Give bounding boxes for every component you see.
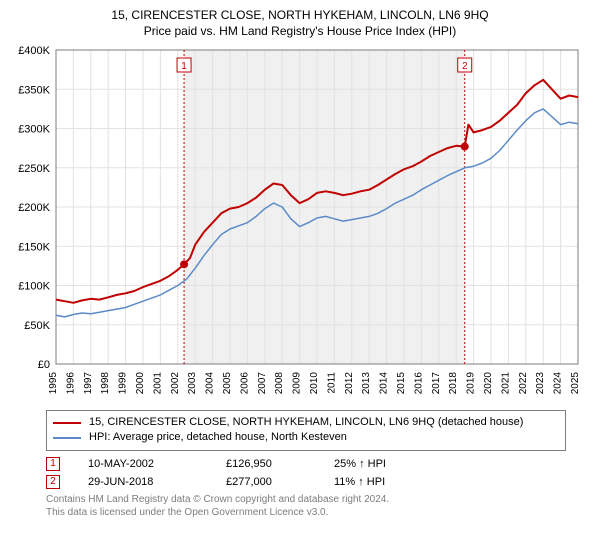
transaction-marker: 2 — [46, 475, 60, 489]
svg-text:£150K: £150K — [18, 241, 50, 253]
svg-text:£200K: £200K — [18, 202, 50, 214]
legend-item: HPI: Average price, detached house, Nort… — [53, 430, 559, 445]
svg-text:2024: 2024 — [553, 372, 564, 395]
svg-text:2020: 2020 — [483, 372, 494, 395]
svg-text:2008: 2008 — [274, 372, 285, 395]
svg-text:2013: 2013 — [361, 372, 372, 395]
svg-text:2009: 2009 — [292, 372, 303, 395]
svg-text:2022: 2022 — [518, 372, 529, 395]
transaction-date: 10-MAY-2002 — [88, 458, 198, 470]
line-chart-svg: £0 £50K £100K £150K £200K £250K £300K £350K £400… — [12, 44, 588, 404]
svg-text:£400K: £400K — [18, 45, 50, 57]
chart-title: 15, CIRENCESTER CLOSE, NORTH HYKEHAM, LI… — [12, 8, 588, 22]
svg-text:2007: 2007 — [257, 372, 268, 395]
svg-text:2025: 2025 — [570, 372, 581, 395]
svg-text:£300K: £300K — [18, 124, 50, 136]
svg-text:2019: 2019 — [466, 372, 477, 395]
legend-swatch — [53, 437, 81, 439]
legend-item: 15, CIRENCESTER CLOSE, NORTH HYKEHAM, LI… — [53, 415, 559, 430]
transaction-marker: 1 — [46, 457, 60, 471]
transaction-pct: 11% ↑ HPI — [334, 476, 434, 488]
chart-subtitle: Price paid vs. HM Land Registry's House … — [12, 24, 588, 38]
svg-text:2023: 2023 — [535, 372, 546, 395]
svg-text:2: 2 — [462, 61, 468, 72]
transaction-row: 2 29-JUN-2018 £277,000 11% ↑ HPI — [46, 475, 588, 489]
svg-text:£250K: £250K — [18, 163, 50, 175]
svg-text:2015: 2015 — [396, 372, 407, 395]
svg-text:2001: 2001 — [152, 372, 163, 395]
footnote-line-1: Contains HM Land Registry data © Crown c… — [46, 493, 588, 506]
transaction-price: £277,000 — [226, 476, 306, 488]
svg-text:2006: 2006 — [239, 372, 250, 395]
legend-label: 15, CIRENCESTER CLOSE, NORTH HYKEHAM, LI… — [89, 415, 523, 430]
svg-text:2012: 2012 — [344, 372, 355, 395]
footnote: Contains HM Land Registry data © Crown c… — [46, 493, 588, 519]
svg-text:1: 1 — [181, 61, 187, 72]
svg-text:1998: 1998 — [100, 372, 111, 395]
svg-text:2018: 2018 — [448, 372, 459, 395]
svg-text:2000: 2000 — [135, 372, 146, 395]
svg-text:£100K: £100K — [18, 281, 50, 293]
svg-text:1999: 1999 — [118, 372, 129, 395]
svg-text:2003: 2003 — [187, 372, 198, 395]
legend: 15, CIRENCESTER CLOSE, NORTH HYKEHAM, LI… — [46, 410, 566, 451]
svg-text:2002: 2002 — [170, 372, 181, 395]
svg-text:2014: 2014 — [379, 372, 390, 395]
svg-text:1996: 1996 — [65, 372, 76, 395]
svg-text:2011: 2011 — [326, 372, 337, 394]
transaction-pct: 25% ↑ HPI — [334, 458, 434, 470]
legend-swatch — [53, 422, 81, 424]
svg-text:2005: 2005 — [222, 372, 233, 395]
transaction-list: 1 10-MAY-2002 £126,950 25% ↑ HPI 2 29-JUN-201… — [46, 457, 588, 489]
svg-text:2016: 2016 — [413, 372, 424, 395]
transaction-date: 29-JUN-2018 — [88, 476, 198, 488]
svg-text:2004: 2004 — [205, 372, 216, 395]
svg-text:£0: £0 — [38, 359, 50, 371]
svg-text:2021: 2021 — [500, 372, 511, 395]
svg-text:£50K: £50K — [24, 320, 50, 332]
chart-area: £0 £50K £100K £150K £200K £250K £300K £350K £400… — [12, 44, 588, 404]
chart-container: 15, CIRENCESTER CLOSE, NORTH HYKEHAM, LI… — [0, 0, 600, 560]
legend-label: HPI: Average price, detached house, Nort… — [89, 430, 347, 445]
svg-text:1997: 1997 — [83, 372, 94, 395]
footnote-line-2: This data is licensed under the Open Gov… — [46, 506, 588, 519]
transaction-row: 1 10-MAY-2002 £126,950 25% ↑ HPI — [46, 457, 588, 471]
svg-text:2017: 2017 — [431, 372, 442, 395]
svg-text:1995: 1995 — [48, 372, 59, 395]
svg-text:2010: 2010 — [309, 372, 320, 395]
svg-text:£350K: £350K — [18, 84, 50, 96]
transaction-price: £126,950 — [226, 458, 306, 470]
